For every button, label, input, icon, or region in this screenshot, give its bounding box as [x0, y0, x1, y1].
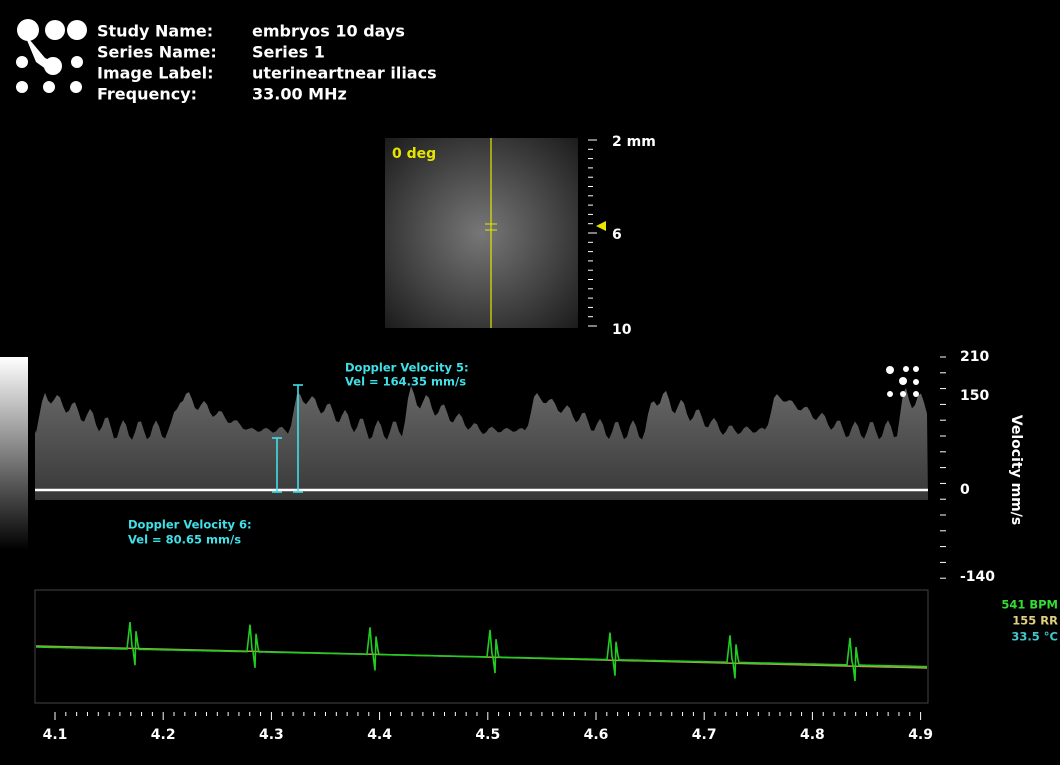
depth-label: 6 — [612, 227, 622, 243]
velocity-ticks — [940, 357, 946, 578]
ecg-panel — [35, 590, 928, 703]
time-label: 4.1 — [43, 727, 68, 743]
angle-label: 0 deg — [392, 146, 436, 162]
screen: 0 deg 2 mm 6 10 Doppler Velocity 5: Vel … — [0, 0, 1060, 765]
header-value: 33.00 MHz — [252, 85, 347, 104]
header-label: Image Label: — [97, 64, 213, 83]
ecg-trace — [36, 622, 927, 681]
header: Study Name: embryos 10 days Series Name: Se… — [97, 22, 437, 104]
depth-label: 2 mm — [612, 134, 656, 150]
velocity-label: -140 — [960, 569, 995, 585]
grayscale-bar — [0, 357, 28, 550]
bmode-image — [385, 138, 578, 328]
time-labels: 4.1 4.2 4.3 4.4 4.5 4.6 4.7 4.8 4.9 — [43, 727, 933, 743]
header-label: Series Name: — [97, 43, 217, 62]
time-label: 4.8 — [800, 727, 825, 743]
annotation-value: Vel = 164.35 mm/s — [345, 375, 466, 389]
annotation-title: Doppler Velocity 5: — [345, 361, 469, 375]
velocity-axis-title: Velocity mm/s — [1008, 415, 1024, 525]
doppler-spectrum — [35, 386, 928, 500]
time-label: 4.2 — [151, 727, 176, 743]
velocity-label: 210 — [960, 349, 989, 365]
time-label: 4.5 — [475, 727, 500, 743]
header-value: uterineartnear iliacs — [252, 64, 437, 83]
time-label: 4.7 — [692, 727, 717, 743]
time-label: 4.4 — [367, 727, 392, 743]
header-label: Study Name: — [97, 22, 213, 41]
annotation-value: Vel = 80.65 mm/s — [128, 533, 241, 547]
resp-rate: 155 RR — [1012, 614, 1058, 628]
time-label: 4.3 — [259, 727, 284, 743]
small-logo — [886, 366, 919, 397]
velocity-label: 0 — [960, 482, 970, 498]
time-label: 4.9 — [908, 727, 933, 743]
page: Ultrasound Doppler {"header": {"rows": [… — [0, 0, 1060, 765]
time-ticks — [55, 712, 921, 720]
time-label: 4.6 — [584, 727, 609, 743]
body: 0 deg 2 mm 6 10 Doppler Velocity 5: Vel … — [0, 0, 1060, 765]
depth-ticks — [588, 140, 597, 326]
header-value: embryos 10 days — [252, 22, 405, 41]
heart-rate: 541 BPM — [1001, 598, 1058, 612]
logo — [16, 19, 87, 93]
header-label: Frequency: — [97, 85, 197, 104]
temperature: 33.5 °C — [1011, 630, 1058, 644]
annotation-title: Doppler Velocity 6: — [128, 518, 252, 532]
velocity-label: 150 — [960, 388, 989, 404]
focus-marker — [596, 221, 606, 231]
header-value: Series 1 — [252, 43, 325, 62]
depth-label: 10 — [612, 322, 632, 338]
